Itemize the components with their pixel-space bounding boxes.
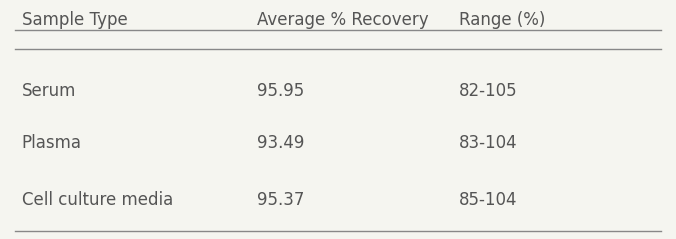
Text: Serum: Serum: [22, 82, 76, 100]
Text: 95.95: 95.95: [257, 82, 304, 100]
Text: 83-104: 83-104: [459, 134, 518, 152]
Text: 93.49: 93.49: [257, 134, 305, 152]
Text: Average % Recovery: Average % Recovery: [257, 11, 429, 29]
Text: 82-105: 82-105: [459, 82, 518, 100]
Text: Sample Type: Sample Type: [22, 11, 127, 29]
Text: 95.37: 95.37: [257, 191, 305, 209]
Text: 85-104: 85-104: [459, 191, 518, 209]
Text: Range (%): Range (%): [459, 11, 546, 29]
Text: Cell culture media: Cell culture media: [22, 191, 173, 209]
Text: Plasma: Plasma: [22, 134, 82, 152]
